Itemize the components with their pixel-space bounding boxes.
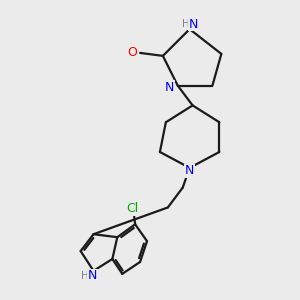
Text: N: N <box>185 164 194 177</box>
Text: N: N <box>88 269 97 282</box>
Text: H: H <box>182 19 190 29</box>
Text: N: N <box>165 81 175 94</box>
Text: H: H <box>81 271 88 281</box>
Text: Cl: Cl <box>126 202 138 215</box>
Text: O: O <box>127 46 137 59</box>
Text: N: N <box>189 18 198 31</box>
